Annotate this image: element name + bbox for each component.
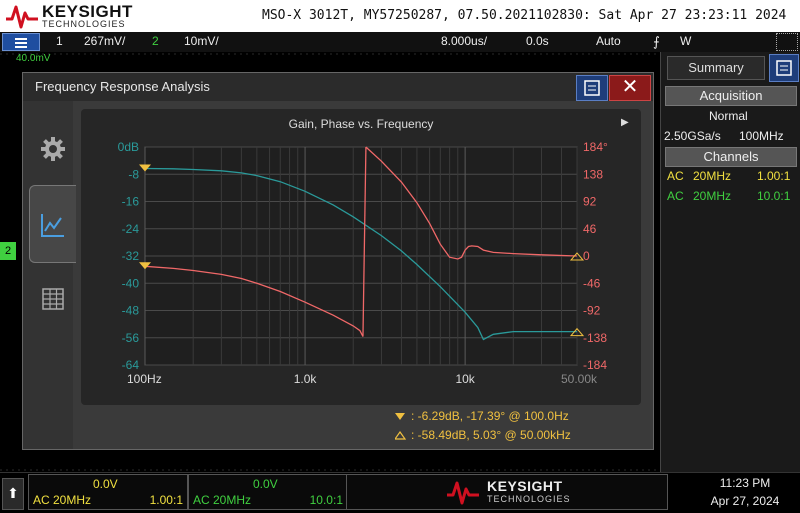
marker2-gain-icon: [569, 327, 585, 337]
ch2-coupling-bottom: AC 20MHz: [193, 493, 252, 507]
ch2-offset: 0.0V: [253, 477, 278, 491]
main-menu-button[interactable]: [2, 33, 40, 51]
marker1-readout-icon: [395, 413, 405, 420]
header-bar: KEYSIGHT TECHNOLOGIES MSO-X 3012T, MY572…: [0, 0, 800, 32]
phase-series-line: [144, 265, 364, 337]
ch1-coupling: AC: [667, 169, 684, 183]
dialog-menu-button[interactable]: [576, 75, 608, 101]
phase-wrap-line: [362, 146, 367, 337]
fra-chart: 0dB 184° -8 138 -16 92 -24 46 -32 0 -40 -46 -48 -92 -5…: [118, 140, 608, 386]
marker1-gain-icon: [139, 164, 151, 172]
acq-rate: 2.50GSa/s: [664, 129, 721, 143]
y-right-tick-label: -138: [583, 331, 607, 345]
gain-series-line: [144, 167, 577, 341]
zoom-icon[interactable]: [776, 33, 798, 51]
gear-icon[interactable]: [39, 135, 67, 163]
y-left-tick-label: -24: [122, 222, 140, 236]
x-tick-label: 1.0k: [294, 372, 318, 386]
ch1-probe-bottom: 1.00:1: [149, 493, 183, 507]
ch1-scale[interactable]: 267mV/: [84, 34, 126, 48]
marker2-readout-icon: [395, 431, 407, 440]
brand-sub: TECHNOLOGIES: [42, 19, 126, 29]
trigger-mode[interactable]: Auto: [596, 34, 621, 48]
clock-time: 11:23 PM: [719, 476, 771, 490]
ch1-probe: 1.00:1: [757, 169, 791, 183]
ch1-offset: 0.0V: [93, 477, 118, 491]
ch1-info-box[interactable]: 0.0V AC 20MHz 1.00:1: [28, 474, 188, 510]
timebase-scale[interactable]: 8.000us/: [441, 34, 488, 48]
home-arrow-icon[interactable]: ⬆: [2, 478, 24, 510]
channels-header[interactable]: Channels: [665, 147, 797, 167]
dialog-side-tabs: [23, 101, 73, 449]
marker2-phase-icon: [569, 252, 585, 261]
table-icon[interactable]: [41, 287, 65, 311]
bottom-brand-box: KEYSIGHT TECHNOLOGIES: [346, 474, 668, 510]
acq-bandwidth: 100MHz: [739, 129, 784, 143]
ch2-top-label: 40.0mV: [16, 53, 51, 64]
keysight-logo-icon: [447, 481, 479, 505]
time-delay[interactable]: 0.0s: [526, 34, 549, 48]
y-right-tick-label: 46: [583, 222, 597, 236]
marker1-readout: : -6.29dB, -17.39° @ 100.0Hz: [411, 409, 569, 423]
acq-mode: Normal: [709, 109, 748, 123]
y-right-tick-label: 0: [583, 249, 590, 263]
marker1-phase-icon: [139, 262, 151, 270]
fra-dialog: Frequency Response Analysis ✕ Gain,: [22, 72, 654, 450]
summary-menu-button[interactable]: [769, 54, 799, 82]
ch2-bw: 20MHz: [693, 189, 732, 203]
fra-plot-panel: Gain, Phase vs. Frequency ▶ 0dB 184° -8 138…: [81, 109, 641, 405]
bottom-brand-sub: TECHNOLOGIES: [487, 494, 571, 504]
y-left-tick-label: 0dB: [118, 140, 139, 154]
brand-name: KEYSIGHT: [42, 2, 133, 21]
y-left-tick-label: -40: [122, 276, 140, 290]
bottom-brand-name: KEYSIGHT: [487, 478, 563, 494]
side-tab-chart-active: [29, 185, 76, 263]
chart-icon[interactable]: [39, 211, 67, 239]
x-tick-label: 10k: [455, 372, 475, 386]
dialog-close-button[interactable]: ✕: [609, 75, 651, 101]
ch1-bw: 20MHz: [693, 169, 732, 183]
ch2-probe: 10.0:1: [757, 189, 791, 203]
keysight-logo-icon: [6, 5, 38, 29]
acquisition-header[interactable]: Acquisition: [665, 86, 797, 106]
menu-icon: [776, 60, 792, 76]
menu-icon: [584, 80, 600, 96]
y-right-tick-label: 138: [583, 167, 603, 181]
instrument-info: MSO-X 3012T, MY57250287, 07.50.202110283…: [262, 8, 787, 23]
ch2-probe-bottom: 10.0:1: [309, 493, 343, 507]
y-left-tick-label: -56: [122, 331, 140, 345]
y-left-tick-label: -16: [122, 195, 140, 209]
summary-title[interactable]: Summary: [667, 56, 765, 80]
ch1-number[interactable]: 1: [56, 34, 63, 48]
y-right-tick-label: -92: [583, 304, 601, 318]
x-tick-label: 100Hz: [127, 372, 162, 386]
y-right-tick-label: 184°: [583, 140, 608, 154]
y-right-tick-label: -46: [583, 276, 601, 290]
ch1-coupling-bottom: AC 20MHz: [33, 493, 92, 507]
plot-title: Gain, Phase vs. Frequency: [288, 117, 434, 131]
ch2-number[interactable]: 2: [152, 34, 159, 48]
y-left-tick-label: -48: [122, 304, 140, 318]
y-right-tick-label: 92: [583, 195, 597, 209]
y-left-tick-label: -64: [122, 358, 140, 372]
y-right-tick-label: -184: [583, 358, 607, 372]
dialog-titlebar[interactable]: Frequency Response Analysis ✕: [23, 73, 653, 101]
plot-expand-arrow-icon[interactable]: ▶: [621, 117, 629, 128]
clock-date: Apr 27, 2024: [710, 494, 780, 508]
y-left-tick-label: -32: [122, 249, 140, 263]
trigger-source[interactable]: W: [680, 34, 692, 48]
x-tick-label: 50.00k: [561, 372, 598, 386]
ch2-ground-marker[interactable]: 2: [0, 242, 16, 260]
trigger-edge-icon[interactable]: ⨍: [653, 34, 660, 49]
marker2-readout: : -58.49dB, 5.03° @ 50.00kHz: [411, 428, 571, 442]
summary-panel: Summary Acquisition Normal 2.50GSa/s 100…: [660, 52, 800, 472]
ch2-scale[interactable]: 10mV/: [184, 34, 219, 48]
status-bar: 1 267mV/ 2 10mV/ 8.000us/ 0.0s Auto ⨍ W: [0, 32, 800, 53]
y-left-tick-label: -8: [128, 167, 139, 181]
dialog-title: Frequency Response Analysis: [35, 79, 210, 94]
ch2-coupling: AC: [667, 189, 684, 203]
ch2-info-box[interactable]: 0.0V AC 20MHz 10.0:1: [188, 474, 348, 510]
phase-series-line: [365, 146, 578, 260]
